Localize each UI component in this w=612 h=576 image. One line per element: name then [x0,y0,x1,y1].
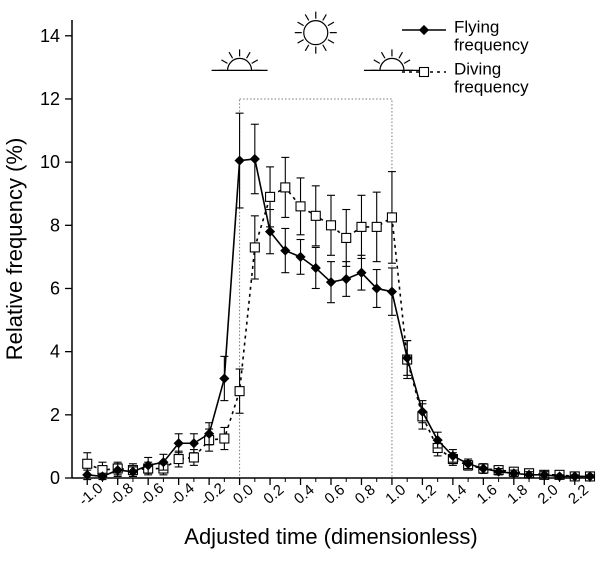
marker-square [174,455,183,464]
marker-square [357,222,366,231]
frequency-chart: 02468101214-1.0-0.8-0.6-0.4-0.20.00.20.4… [0,0,612,576]
y-tick-label: 10 [40,152,60,172]
marker-square [250,243,259,252]
chart-container: 02468101214-1.0-0.8-0.6-0.4-0.20.00.20.4… [0,0,612,576]
marker-square [266,192,275,201]
x-axis-title: Adjusted time (dimensionless) [184,524,477,549]
y-tick-label: 4 [50,342,60,362]
marker-square [189,453,198,462]
y-tick-label: 2 [50,405,60,425]
legend-label: Diving [454,59,501,78]
legend-label: Flying [454,17,499,36]
marker-square [342,233,351,242]
marker-square [311,211,320,220]
y-tick-label: 14 [40,26,60,46]
legend-label: frequency [454,77,529,96]
marker-square [235,387,244,396]
marker-square [296,202,305,211]
marker-square [220,434,229,443]
legend-marker [420,68,429,77]
y-tick-label: 0 [50,468,60,488]
marker-square [327,221,336,230]
legend-label: frequency [454,35,529,54]
y-axis-title: Relative frequency (%) [2,138,27,361]
marker-square [83,459,92,468]
marker-square [281,183,290,192]
marker-square [387,213,396,222]
y-tick-label: 8 [50,215,60,235]
y-tick-label: 12 [40,89,60,109]
marker-square [372,222,381,231]
y-tick-label: 6 [50,278,60,298]
